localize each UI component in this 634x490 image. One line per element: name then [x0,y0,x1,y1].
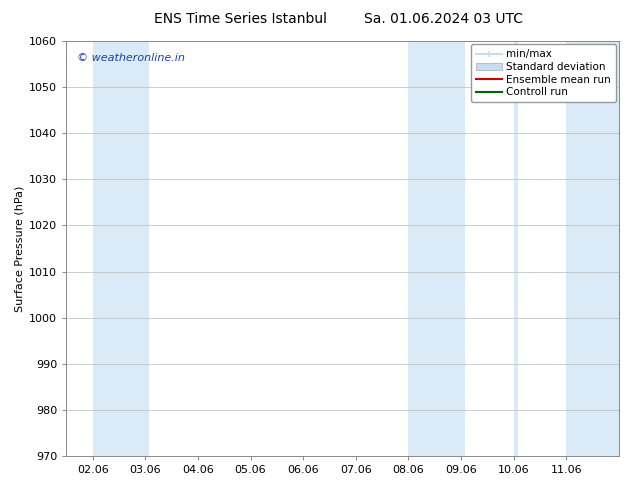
Bar [461,41,465,456]
Bar [413,41,461,456]
Text: ENS Time Series Istanbul: ENS Time Series Istanbul [155,12,327,26]
Bar [514,41,518,456]
Y-axis label: Surface Pressure (hPa): Surface Pressure (hPa) [15,185,25,312]
Bar [615,41,619,456]
Text: Sa. 01.06.2024 03 UTC: Sa. 01.06.2024 03 UTC [365,12,523,26]
Text: © weatheronline.in: © weatheronline.in [77,53,185,64]
Bar [566,41,615,456]
Bar [408,41,413,456]
Bar [145,41,150,456]
Bar [93,41,145,456]
Legend: min/max, Standard deviation, Ensemble mean run, Controll run: min/max, Standard deviation, Ensemble me… [470,44,616,102]
